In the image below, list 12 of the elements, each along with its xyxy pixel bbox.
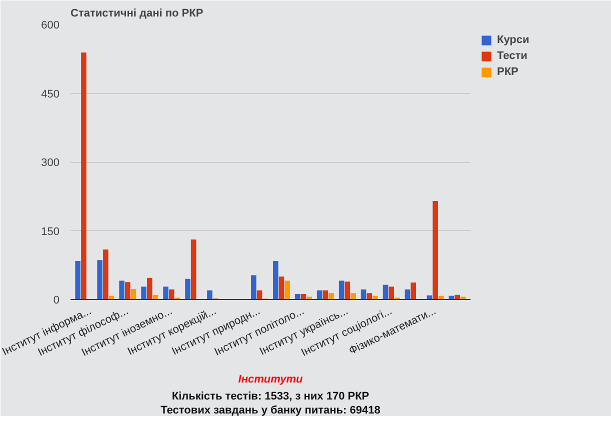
y-tick-label: 300	[41, 157, 60, 169]
y-tick-label: 450	[41, 88, 60, 100]
legend-label: Курси	[497, 34, 530, 46]
x-axis-title: Інститути	[238, 373, 303, 386]
legend-label: РКР	[497, 66, 518, 78]
legend-label: Тести	[497, 50, 528, 62]
chart-title: Статистичні дані по РКР	[70, 8, 204, 20]
y-tick-label: 0	[53, 294, 60, 306]
y-tick-label: 150	[41, 226, 60, 238]
text: Кількість тестів: 1533, з них 170 РКР	[172, 390, 370, 402]
y-tick-label: 600	[41, 20, 60, 32]
text: Тестових завдань у банку питань: 69418	[160, 404, 380, 416]
